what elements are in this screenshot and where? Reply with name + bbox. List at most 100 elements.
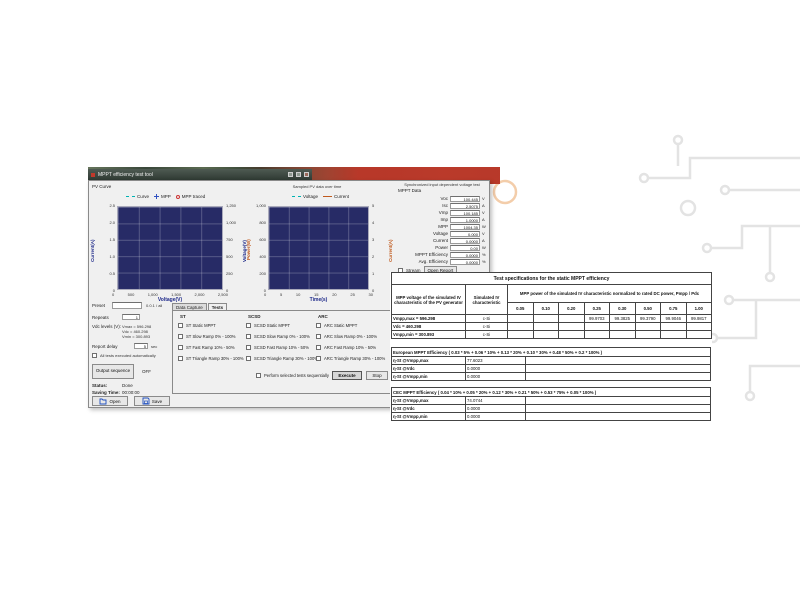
mppt-row-voc: Voc 100.445 V	[440, 195, 485, 202]
stream-label: Stream	[406, 267, 421, 273]
checkbox-st-fast-ramp[interactable]: ST Fast Ramp 10% - 50%	[178, 345, 235, 350]
close-icon[interactable]	[304, 172, 309, 177]
spec-power-levels-row: 0.05 0.10 0.20 0.25 0.30 0.50 0.75 1.00	[392, 302, 713, 315]
mppt-row-power: Power 0.00 W	[435, 244, 486, 251]
tab-strip: Data Capture Tests	[172, 301, 228, 311]
tab-tests[interactable]: Tests	[207, 303, 228, 311]
spec-table-title: Test specifications for the static MPPT …	[390, 272, 713, 285]
report-delay-unit: sec	[151, 344, 158, 349]
checkbox-arc-slow-ramp[interactable]: ARC Slow Ramp 0% - 100%	[316, 334, 377, 339]
voc-field[interactable]: 100.445	[450, 195, 480, 202]
repeats-input[interactable]: 1	[122, 314, 140, 320]
voltage-field[interactable]: 0.000	[450, 230, 480, 237]
current-line-icon	[323, 196, 333, 197]
tab-data-capture[interactable]: Data Capture	[172, 303, 207, 311]
sequence-checkbox-row[interactable]: Perform selected tests sequentially	[256, 373, 329, 378]
spec-row-vmpp-max: Vmpp,max = 596.298 c-Si 99.9703 99.3825 …	[391, 314, 713, 323]
mppt-row-isc: Isc 2.5075 A	[442, 202, 485, 209]
report-delay-input[interactable]: 5	[134, 343, 148, 349]
save-button-label: Save	[151, 398, 163, 404]
mpp-field[interactable]: 1004.35	[450, 223, 480, 230]
output-sequence-button[interactable]: Output sequence	[92, 364, 134, 379]
imp-field[interactable]: 1.0000	[450, 216, 480, 223]
checkbox-scsd-fast-ramp[interactable]: SCSD Fast Ramp 10% - 50%	[246, 345, 309, 350]
preset-label: Preset	[92, 303, 106, 308]
checkbox-arc-static-mppt[interactable]: ARC Static MPPT	[316, 323, 357, 328]
mppt-efficiency-field[interactable]: 0.0000	[450, 251, 480, 258]
euro-row-vdc: η-St @Vdc 0.0000	[391, 364, 711, 373]
cec-row-vdc: η-St @Vdc 0.0000	[391, 404, 711, 413]
pv-curve-plot	[117, 206, 223, 290]
mppt-panel-header: Synchronized input dependent voltage tes…	[404, 182, 480, 187]
group-header-st: ST	[180, 314, 186, 319]
cec-row-vmpp-max: η-St @Vmpp,max 74.0744	[391, 396, 711, 405]
checkbox-st-slow-ramp[interactable]: ST Slow Ramp 0% - 100%	[178, 334, 236, 339]
cec-row-vmpp-min: η-St @Vmpp,min 0.0000	[391, 412, 711, 421]
repeats-label: Repeats	[92, 315, 109, 320]
window-title: MPPT efficiency test tool	[98, 171, 153, 178]
isc-field[interactable]: 2.5075	[450, 202, 480, 209]
curve-line-icon	[126, 196, 135, 197]
checkbox-scsd-static-mppt[interactable]: SCSD Static MPPT	[246, 323, 290, 328]
auto-execute-checkbox[interactable]	[92, 353, 97, 358]
preset-hint: 0.0.1 / all	[146, 303, 163, 308]
voltage-line-icon	[292, 196, 301, 197]
execute-button[interactable]: Execute	[332, 371, 362, 380]
sequence-checkbox[interactable]	[256, 373, 261, 378]
checkbox-scsd-slow-ramp[interactable]: SCSD Slow Ramp 0% - 100%	[246, 334, 310, 339]
pv-ylabel-left: Current(A)	[90, 239, 95, 263]
sequence-label: Perform selected tests sequentially	[264, 373, 329, 378]
right-chart-title: Sampled PV data over time	[292, 184, 342, 189]
open-button[interactable]: Open	[92, 396, 128, 406]
mppt-row-imp: Imp 1.0000 A	[440, 216, 485, 223]
cec-efficiency-table: CEC MPPT Efficiency ( 0.04 * 10% + 0.05 …	[391, 387, 711, 421]
mppt-row-current: Current 0.0000 A	[432, 237, 485, 244]
group-header-arc: ARC	[318, 314, 328, 319]
tests-tab-page	[172, 310, 394, 394]
checkbox-st-static-mppt[interactable]: ST Static MPPT	[178, 323, 216, 328]
time-yticks-left: 1,000 800 600 400 200 0	[255, 203, 266, 293]
circuit-decoration	[492, 134, 800, 402]
folder-open-icon	[100, 398, 107, 405]
pv-legend-mpp-traced: MPP traced	[181, 194, 206, 199]
minimize-icon[interactable]	[288, 172, 293, 177]
vmp-field[interactable]: 100.185	[450, 209, 480, 216]
pv-legend-curve: Curve	[137, 194, 150, 199]
euro-table-title: European MPPT Efficiency ( 0.03 * 5% + 0…	[391, 347, 711, 357]
window-titlebar[interactable]: MPPT efficiency test tool	[88, 169, 312, 180]
mppt-row-mppt-efficiency: MPPT Efficiency 0.0000 %	[415, 251, 486, 258]
maximize-icon[interactable]	[296, 172, 301, 177]
checkbox-st-triangle-ramp[interactable]: ST Triangle Ramp 30% - 100%	[178, 356, 244, 361]
mppt-data-rows: Voc 100.445 V Isc 2.5075 A Vmp 100.185 V…	[396, 195, 490, 265]
time-xlabel: Time(s)	[309, 297, 328, 303]
status-value: Done	[122, 383, 133, 388]
auto-execute-label: All tests executed automatically	[100, 353, 156, 358]
save-button[interactable]: Save	[134, 396, 170, 406]
mppt-row-avg-efficiency: Avg. Efficiency 0.0000 %	[418, 258, 486, 265]
stop-button[interactable]: Stop	[366, 371, 388, 380]
pv-xticks: 0 500 1,000 1,500 2,000 2,500	[112, 292, 228, 297]
saving-time-value: 00:00:00	[122, 390, 140, 395]
euro-row-vmpp-max: η-St @Vmpp,max 77.6023	[391, 356, 711, 365]
checkbox-arc-triangle-ramp[interactable]: ARC Triangle Ramp 30% - 100%	[316, 356, 385, 361]
checkbox-arc-fast-ramp[interactable]: ARC Fast Ramp 10% - 50%	[316, 345, 376, 350]
time-ylabel-right: Current(A)	[388, 239, 393, 263]
group-header-scsd: SCSD	[248, 314, 261, 319]
checkbox-scsd-triangle-ramp[interactable]: SCSD Triangle Ramp 30% - 100%	[246, 356, 318, 361]
preset-input[interactable]	[112, 302, 142, 309]
save-icon	[142, 397, 150, 405]
euro-efficiency-table: European MPPT Efficiency ( 0.03 * 5% + 0…	[391, 347, 711, 381]
pv-legend: Curve MPP MPP traced	[126, 194, 205, 199]
mpp-traced-marker-icon	[175, 194, 180, 199]
spec-col1-header: MPP voltage of the simulated IV characte…	[391, 284, 466, 315]
power-field[interactable]: 0.00	[450, 244, 480, 251]
pv-yticks-right: 1,250 1,000 750 500 250 0	[226, 203, 237, 293]
mppt-row-vmp: Vmp 100.185 V	[438, 209, 485, 216]
time-legend-current: Current	[334, 194, 350, 199]
current-field[interactable]: 0.0000	[450, 237, 480, 244]
mppt-row-mpp: MPP 1004.35 W	[438, 223, 486, 230]
euro-row-vmpp-min: η-St @Vmpp,min 0.0000	[391, 372, 711, 381]
avg-efficiency-field[interactable]: 0.0000	[450, 258, 480, 265]
